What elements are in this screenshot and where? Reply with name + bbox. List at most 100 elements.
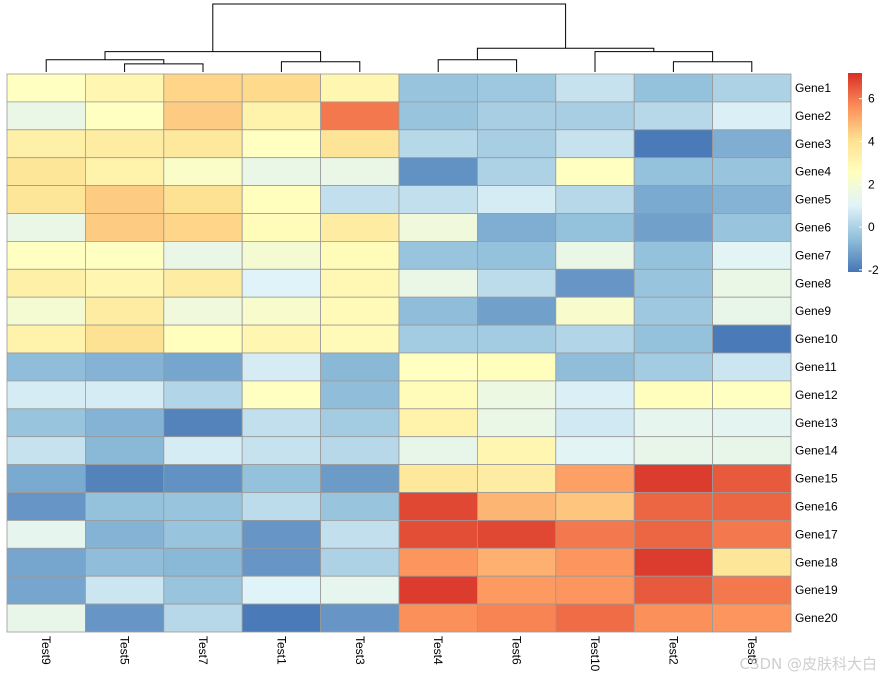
heatmap-cell [555, 520, 635, 549]
heatmap-cell [633, 268, 714, 298]
heatmap-cell [163, 213, 243, 242]
dendrogram-branch [672, 61, 753, 72]
heatmap-cell [633, 101, 714, 131]
heatmap-cell [6, 380, 86, 410]
heatmap-cell [633, 324, 714, 354]
heatmap-cell [241, 129, 321, 159]
heatmap-cell [6, 296, 86, 326]
heatmap-cell [398, 603, 478, 633]
heatmap-cell [476, 101, 557, 131]
heatmap-cell [320, 324, 400, 354]
heatmap-cell [6, 73, 86, 103]
heatmap-cell [241, 73, 321, 103]
heatmap-cell [712, 157, 792, 186]
column-label: Test1 [274, 636, 288, 665]
heatmap-cell [712, 408, 792, 438]
heatmap-cell [398, 408, 478, 438]
heatmap-cell [712, 129, 792, 159]
row-label: Gene16 [795, 499, 838, 513]
heatmap-cell [398, 547, 478, 577]
heatmap-cell [633, 352, 714, 382]
dendrogram-branch [476, 47, 655, 60]
heatmap-cell [633, 240, 714, 270]
heatmap-cell [555, 492, 635, 521]
heatmap-cell [398, 380, 478, 410]
row-label: Gene12 [795, 388, 838, 402]
heatmap-cell [163, 324, 243, 354]
heatmap-cell [712, 73, 792, 103]
row-label: Gene6 [795, 220, 831, 234]
heatmap-cell [398, 296, 478, 326]
heatmap-cell [320, 436, 400, 466]
heatmap-cell [320, 408, 400, 438]
heatmap-cell [320, 492, 400, 521]
heatmap-cell [398, 101, 478, 131]
heatmap-cell [398, 464, 478, 493]
heatmap-cell [241, 492, 321, 521]
heatmap-cell [85, 268, 165, 298]
row-label: Gene7 [795, 248, 831, 262]
heatmap-cell [398, 492, 478, 521]
row-labels: Gene1 Gene2 Gene3 Gene4 Gene5 Gene6 Gene7 Gene8… [795, 81, 838, 625]
heatmap-cell [320, 352, 400, 382]
heatmap-cell [555, 101, 635, 131]
heatmap-cell [555, 157, 635, 186]
heatmap-cell [633, 520, 714, 549]
heatmap-cell [476, 213, 557, 242]
heatmap-cell [163, 436, 243, 466]
heatmap-cell [476, 380, 557, 410]
row-label: Gene17 [795, 527, 838, 541]
row-label: Gene1 [795, 81, 831, 95]
heatmap-cell [320, 547, 400, 577]
heatmap-cell [712, 575, 792, 605]
heatmap-cell [6, 129, 86, 159]
column-labels: Test9 Test5 Test7 Test1 Test3 Test4 Test6 Test1… [39, 636, 759, 672]
heatmap-cell [633, 296, 714, 326]
heatmap-cell [6, 240, 86, 270]
heatmap-cell [476, 492, 557, 521]
heatmap-cell [85, 240, 165, 270]
heatmap-cell [85, 101, 165, 131]
column-label: Test10 [588, 636, 602, 672]
row-label: Gene11 [795, 360, 837, 374]
heatmap-cell [6, 464, 86, 493]
legend-tick-label: 6 [868, 92, 875, 106]
heatmap-cell [633, 547, 714, 577]
heatmap-cell [633, 575, 714, 605]
heatmap-cell [85, 408, 165, 438]
column-label: Test2 [666, 636, 680, 665]
heatmap-cell [555, 268, 635, 298]
heatmap-cell [476, 268, 557, 298]
heatmap-cell [241, 296, 321, 326]
heatmap-cell [241, 352, 321, 382]
heatmap-cell [476, 73, 557, 103]
heatmap-cell [555, 213, 635, 242]
heatmap-cell [241, 575, 321, 605]
heatmap-cell [241, 520, 321, 549]
heatmap-cell [320, 73, 400, 103]
heatmap-cell [85, 603, 165, 633]
heatmap-cell [398, 352, 478, 382]
heatmap-cell [476, 408, 557, 438]
heatmap-cell [241, 157, 321, 186]
heatmap-cell [476, 575, 557, 605]
row-label: Gene14 [795, 444, 838, 458]
heatmap-cell [85, 520, 165, 549]
heatmap-cell [163, 520, 243, 549]
heatmap-cell [6, 185, 86, 214]
heatmap-cell [555, 129, 635, 159]
heatmap-cell [398, 324, 478, 354]
heatmap-cell [555, 436, 635, 466]
heatmap-cell [555, 547, 635, 577]
heatmap-cell [320, 296, 400, 326]
heatmap-cell [633, 380, 714, 410]
legend-tick-label: 0 [868, 220, 875, 234]
heatmap-cell [712, 520, 792, 549]
heatmap-cell [398, 520, 478, 549]
heatmap-cell [633, 408, 714, 438]
heatmap-cell [712, 380, 792, 410]
heatmap-cell [320, 603, 400, 633]
heatmap-cell [555, 73, 635, 103]
heatmap-cell [398, 575, 478, 605]
column-label: Test3 [353, 636, 367, 665]
